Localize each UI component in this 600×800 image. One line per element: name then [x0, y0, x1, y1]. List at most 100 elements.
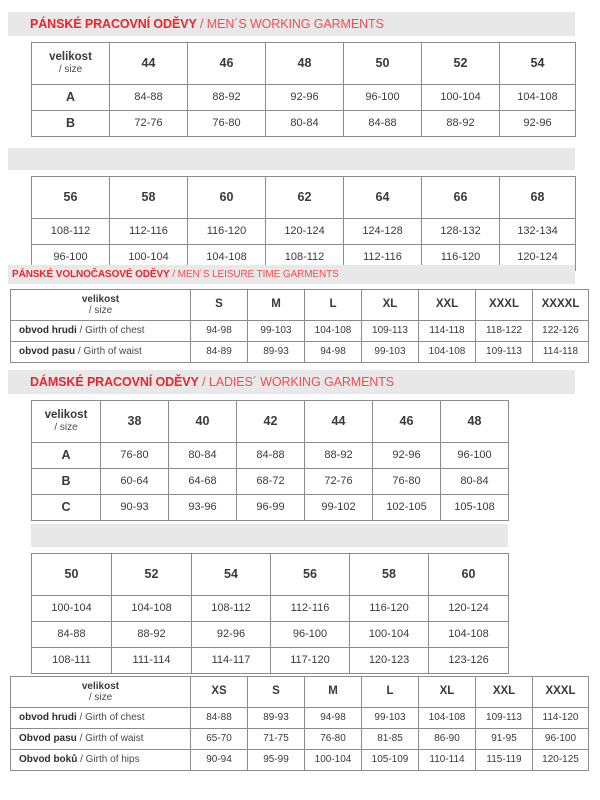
stub-cell: velikost / size	[31, 400, 101, 443]
measure-cell: 108-112	[31, 218, 110, 245]
measure-cell: 60-64	[100, 468, 169, 495]
measure-cell: 123-126	[428, 647, 509, 674]
measure-cell: 90-93	[100, 494, 169, 521]
size-header-cell: 60	[187, 176, 266, 219]
section-title-cz: PÁNSKÉ VOLNOČASOVÉ ODĚVY	[12, 269, 170, 280]
measure-cell: 76-80	[100, 442, 169, 469]
row-label: B	[31, 468, 101, 495]
table-row: 100-104 104-108 108-112 112-116 116-120 …	[31, 595, 509, 622]
measure-cell: 108-112	[191, 595, 271, 622]
measure-cell: 104-108	[304, 320, 362, 342]
section-title-mens-working: PÁNSKÉ PRACOVNÍ ODĚVY / MEN´S WORKING GA…	[30, 17, 384, 31]
size-header-cell: 64	[343, 176, 422, 219]
measure-cell: 84-88	[343, 110, 422, 137]
row-label-en: / Girth of chest	[76, 325, 145, 337]
measure-cell: 93-96	[168, 494, 237, 521]
table-row-header: velikost / size 38 40 42 44 46 48	[31, 400, 509, 443]
size-header-cell: 44	[304, 400, 373, 443]
stub-sub: / size	[54, 422, 78, 434]
table-row-header: 56 58 60 62 64 66 68	[31, 176, 576, 219]
row-label-cz: Obvod pasu	[19, 733, 77, 745]
table-mens-working-2: 56 58 60 62 64 66 68 108-112 112-116 116…	[31, 176, 576, 271]
measure-cell: 102-105	[372, 494, 441, 521]
row-label: A	[31, 84, 110, 111]
section-spacer-bar-2	[31, 524, 508, 547]
row-label: obvod hrudi / Girth of chest	[10, 320, 191, 342]
measure-cell: 99-103	[361, 707, 419, 729]
measure-cell: 96-100	[343, 84, 422, 111]
measure-cell: 120-123	[349, 647, 429, 674]
measure-cell: 132-134	[499, 218, 576, 245]
table-row: obvod hrudi / Girth of chest 94-98 99-10…	[10, 320, 589, 342]
size-header-cell: 50	[31, 553, 112, 596]
stub-sub: / size	[58, 64, 83, 76]
table-row-header: velikost / size S M L XL XXL XXXL XXXXL	[10, 289, 589, 321]
measure-cell: 84-89	[190, 341, 248, 363]
measure-cell: 84-88	[236, 442, 305, 469]
measure-cell: 100-104	[421, 84, 500, 111]
measure-cell: 88-92	[304, 442, 373, 469]
stub-main: velikost	[81, 293, 120, 305]
measure-cell: 92-96	[372, 442, 441, 469]
measure-cell: 96-100	[440, 442, 509, 469]
measure-cell: 111-114	[111, 647, 192, 674]
measure-cell: 120-124	[265, 218, 344, 245]
size-header-cell: XXL	[418, 289, 476, 321]
measure-cell: 80-84	[265, 110, 344, 137]
measure-cell: 96-100	[270, 621, 350, 648]
size-header-cell: 56	[270, 553, 350, 596]
row-label: B	[31, 110, 110, 137]
table-row: A 76-80 80-84 84-88 88-92 92-96 96-100	[31, 442, 509, 469]
measure-cell: 117-120	[270, 647, 350, 674]
measure-cell: 92-96	[499, 110, 576, 137]
table-row: 96-100 100-104 104-108 108-112 112-116 1…	[31, 244, 576, 271]
size-header-cell: 58	[349, 553, 429, 596]
table-row: obvod hrudi / Girth of chest 84-88 89-93…	[10, 707, 589, 729]
stub-sub: / size	[88, 305, 113, 316]
size-header-cell: 42	[236, 400, 305, 443]
size-header-cell: 48	[265, 42, 344, 85]
size-header-cell: L	[304, 289, 362, 321]
size-header-cell: 66	[421, 176, 500, 219]
measure-cell: 88-92	[111, 621, 192, 648]
size-header-cell: M	[247, 289, 305, 321]
measure-cell: 86-90	[418, 728, 476, 750]
size-header-cell: M	[304, 676, 362, 708]
measure-cell: 88-92	[187, 84, 266, 111]
section-title-en: / MEN´S LEISURE TIME GARMENTS	[169, 269, 339, 280]
size-header-cell: 56	[31, 176, 110, 219]
size-header-cell: 68	[499, 176, 576, 219]
size-header-cell: 62	[265, 176, 344, 219]
section-title-en: / MEN´S WORKING GARMENTS	[196, 17, 384, 31]
measure-cell: 96-99	[236, 494, 305, 521]
stub-cell: velikost / size	[10, 289, 191, 321]
section-title-mens-leisure: PÁNSKÉ VOLNOČASOVÉ ODĚVY / MEN´S LEISURE…	[12, 269, 339, 280]
measure-cell: 100-104	[31, 595, 112, 622]
measure-cell: 94-98	[190, 320, 248, 342]
table-mens-working-1: velikost / size 44 46 48 50 52 54 A 84-8…	[31, 42, 576, 137]
row-label: C	[31, 494, 101, 521]
measure-cell: 124-128	[343, 218, 422, 245]
section-header-ladies-working: DÁMSKÉ PRACOVNÍ ODĚVY / LADIES´ WORKING …	[8, 370, 575, 394]
table-row-header: 50 52 54 56 58 60	[31, 553, 509, 596]
table-mens-leisure: velikost / size S M L XL XXL XXXL XXXXL …	[10, 289, 589, 363]
measure-cell: 90-94	[190, 749, 248, 771]
row-label-en: / Girth of waist	[76, 733, 144, 745]
size-header-cell: 40	[168, 400, 237, 443]
measure-cell: 110-114	[418, 749, 476, 771]
measure-cell: 91-95	[475, 728, 533, 750]
section-title-en: / LADIES´ WORKING GARMENTS	[198, 375, 395, 389]
measure-cell: 94-98	[304, 341, 362, 363]
measure-cell: 105-109	[361, 749, 419, 771]
measure-cell: 92-96	[265, 84, 344, 111]
measure-cell: 120-124	[428, 595, 509, 622]
section-title-cz: PÁNSKÉ PRACOVNÍ ODĚVY	[30, 17, 197, 31]
measure-cell: 104-108	[428, 621, 509, 648]
measure-cell: 100-104	[349, 621, 429, 648]
measure-cell: 114-117	[191, 647, 271, 674]
measure-cell: 118-122	[475, 320, 533, 342]
measure-cell: 65-70	[190, 728, 248, 750]
size-header-cell: 54	[499, 42, 576, 85]
measure-cell: 64-68	[168, 468, 237, 495]
